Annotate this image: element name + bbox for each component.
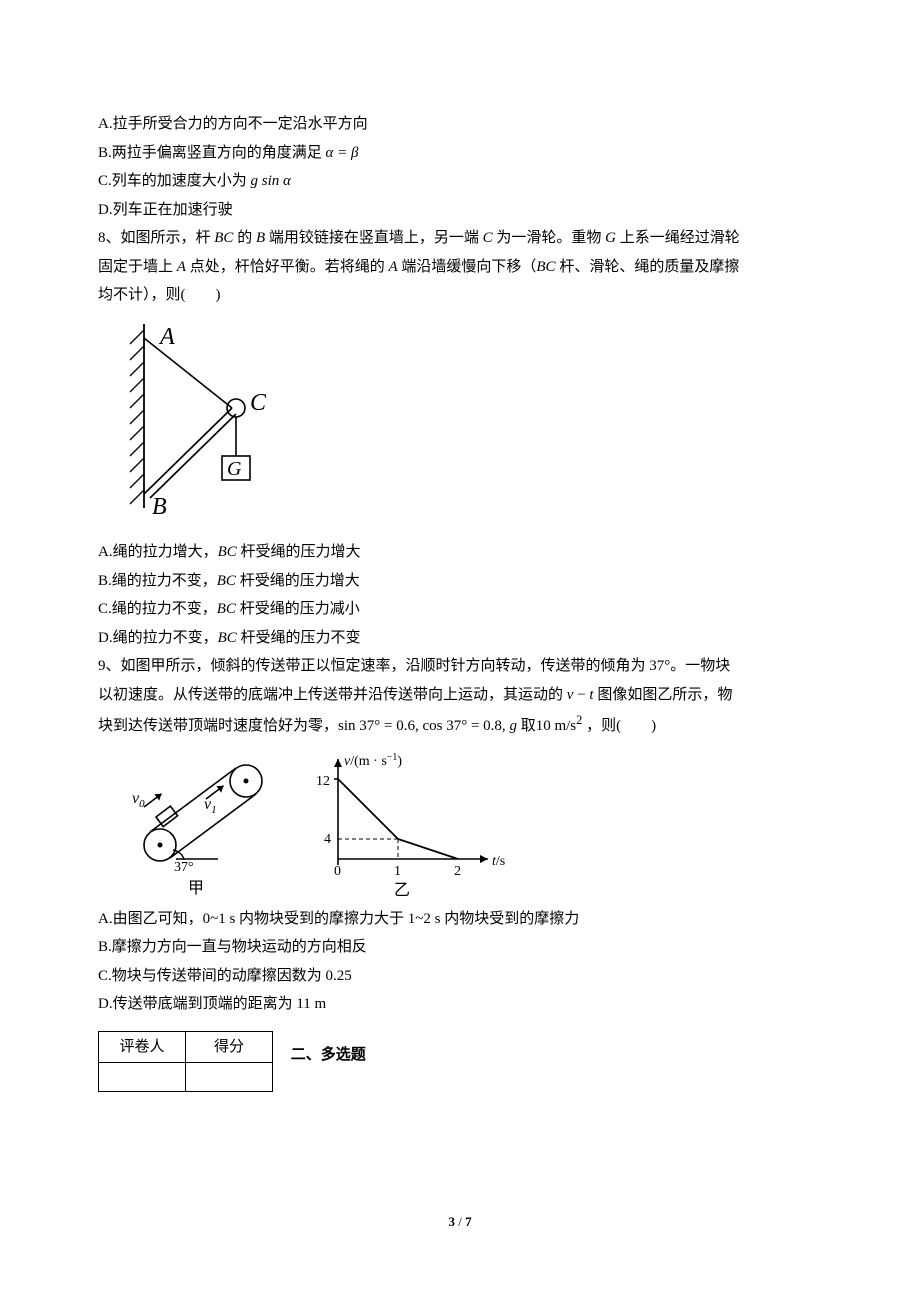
q9-l3-tail: ，则( )	[582, 718, 656, 734]
q8c-a: C.绳的拉力不变，	[98, 601, 217, 617]
q8-label-g: G	[227, 458, 242, 480]
page-total: 7	[465, 1214, 472, 1229]
q7c-math: g sin α	[251, 173, 291, 189]
q9-caption-jia: 甲	[188, 880, 204, 897]
q8-stem-line3: 均不计），则( )	[98, 281, 822, 310]
q7b-prefix: B.两拉手偏离竖直方向的角度满足	[98, 145, 326, 161]
q8-label-c: C	[250, 390, 267, 416]
q8-bc-1: BC	[214, 230, 233, 246]
q8-option-b: B.绳的拉力不变，BC 杆受绳的压力增大	[98, 567, 822, 596]
q8c-b: 杆受绳的压力减小	[236, 601, 360, 617]
q8-l2-b: 点处，杆恰好平衡。若将绳的	[186, 259, 389, 275]
q8a-a: A.绳的拉力增大，	[98, 544, 218, 560]
q9r-x2: 2	[454, 864, 461, 879]
q8-l1-c: 端用铰链接在竖直墙上，另一端	[265, 230, 483, 246]
q8-l2-a: 固定于墙上	[98, 259, 177, 275]
q8b-a: B.绳的拉力不变，	[98, 573, 217, 589]
score-table-cell-1	[99, 1063, 186, 1092]
q9r-x1: 1	[394, 864, 401, 879]
q8-stem-line1: 8、如图所示，杆 BC 的 B 端用铰链接在竖直墙上，另一端 C 为一滑轮。重物…	[98, 224, 822, 253]
q9-stem-line3: 块到达传送带顶端时速度恰好为零，sin 37° = 0.6, cos 37° =…	[98, 709, 822, 741]
score-table: 评卷人 得分	[98, 1031, 273, 1093]
score-table-cell-2	[186, 1063, 273, 1092]
q8b-bc: BC	[217, 573, 236, 589]
q8-bc-2: BC	[536, 259, 555, 275]
q9r-xunit: /s	[496, 854, 505, 869]
q9-v1-sub: 1	[211, 804, 217, 816]
q8-l1-e: 上系一绳经过滑轮	[616, 230, 740, 246]
q8-a: A	[177, 259, 186, 275]
q8-g: G	[605, 230, 616, 246]
q9-option-b: B.摩擦力方向一直与物块运动的方向相反	[98, 933, 822, 962]
q9-diagram-right: v/(m · s−1) t/s 12 4 0 1 2 乙	[298, 749, 528, 899]
score-table-head-2: 得分	[186, 1031, 273, 1063]
q9-l2-b: 图像如图乙所示，物	[594, 687, 733, 703]
q8-label-a: A	[158, 324, 175, 350]
q7-option-c: C.列车的加速度大小为 g sin α	[98, 167, 822, 196]
q8-l1-b: 的	[233, 230, 256, 246]
q8b-b: 杆受绳的压力增大	[236, 573, 360, 589]
q8-l1-a: 8、如图所示，杆	[98, 230, 214, 246]
q9-stem-line2: 以初速度。从传送带的底端冲上传送带并沿传送带向上运动，其运动的 v − t 图像…	[98, 681, 822, 710]
section-2-title: 二、多选题	[291, 1041, 366, 1070]
page-sep: /	[455, 1214, 465, 1229]
q9-l3-math: sin 37° = 0.6, cos 37° = 0.8,	[338, 718, 509, 734]
q8-c: C	[483, 230, 493, 246]
q9r-y4: 4	[324, 832, 331, 847]
q9-option-d: D.传送带底端到顶端的距离为 11 m	[98, 990, 822, 1019]
q9-diagrams: v0 v1 37° 甲 v/(m · s−1)	[118, 749, 822, 899]
q9-diagram-left: v0 v1 37° 甲	[118, 749, 298, 899]
svg-text:t/s: t/s	[492, 854, 505, 869]
page-content: A.拉手所受合力的方向不一定沿水平方向 B.两拉手偏离竖直方向的角度满足 α =…	[98, 110, 822, 1092]
q8-option-c: C.绳的拉力不变，BC 杆受绳的压力减小	[98, 595, 822, 624]
q9-l2-a: 以初速度。从传送带的底端冲上传送带并沿传送带向上运动，其运动的	[98, 687, 567, 703]
q8-option-a: A.绳的拉力增大，BC 杆受绳的压力增大	[98, 538, 822, 567]
q8a-bc: BC	[218, 544, 237, 560]
q9r-yclose: )	[397, 754, 402, 769]
q8-stem-line2: 固定于墙上 A 点处，杆恰好平衡。若将绳的 A 端沿墙缓慢向下移（BC 杆、滑轮…	[98, 253, 822, 282]
section-header-row: 评卷人 得分 二、多选题	[98, 1019, 822, 1093]
q9-l3-g: g	[509, 718, 517, 734]
q9r-x0: 0	[334, 864, 341, 879]
q8-diagram: A B C G	[120, 318, 822, 529]
q8-l1-d: 为一滑轮。重物	[493, 230, 606, 246]
q8d-a: D.绳的拉力不变，	[98, 630, 218, 646]
q7-option-b: B.两拉手偏离竖直方向的角度满足 α = β	[98, 139, 822, 168]
q9r-y12: 12	[316, 774, 330, 789]
q9-l2-dash: −	[573, 687, 589, 703]
q9r-ysup: −1	[387, 752, 398, 763]
q8-l2-c: 端沿墙缓慢向下移（	[398, 259, 537, 275]
q8d-b: 杆受绳的压力不变	[237, 630, 361, 646]
q9-angle-37: 37°	[174, 860, 194, 875]
q8d-bc: BC	[218, 630, 237, 646]
q7-option-a: A.拉手所受合力的方向不一定沿水平方向	[98, 110, 822, 139]
q9-l3-gval: 取10 m/s	[517, 718, 576, 734]
q8-b: B	[256, 230, 265, 246]
q9-option-a: A.由图乙可知，0~1 s 内物块受到的摩擦力大于 1~2 s 内物块受到的摩擦…	[98, 905, 822, 934]
q8-l2-d: 杆、滑轮、绳的质量及摩擦	[556, 259, 740, 275]
q9-l3-a: 块到达传送带顶端时速度恰好为零，	[98, 718, 338, 734]
score-table-head-1: 评卷人	[99, 1031, 186, 1063]
q8-label-b: B	[152, 494, 167, 518]
q8-a2: A	[388, 259, 397, 275]
q8c-bc: BC	[217, 601, 236, 617]
q7b-math: α = β	[326, 145, 359, 161]
page-number: 3 / 7	[0, 1214, 920, 1230]
q9r-yunit: /(m · s	[350, 754, 387, 769]
q9-option-c: C.物块与传送带间的动摩擦因数为 0.25	[98, 962, 822, 991]
q8a-b: 杆受绳的压力增大	[237, 544, 361, 560]
q9-caption-yi: 乙	[394, 882, 410, 899]
svg-text:v1: v1	[204, 796, 217, 816]
q8-option-d: D.绳的拉力不变，BC 杆受绳的压力不变	[98, 624, 822, 653]
svg-text:v/(m · s−1): v/(m · s−1)	[344, 752, 402, 769]
q9-stem-line1: 9、如图甲所示，倾斜的传送带正以恒定速率，沿顺时针方向转动，传送带的倾角为 37…	[98, 652, 822, 681]
q7c-prefix: C.列车的加速度大小为	[98, 173, 251, 189]
q7-option-d: D.列车正在加速行驶	[98, 196, 822, 225]
q9-v0-sub: 0	[139, 798, 145, 810]
svg-text:v0: v0	[132, 790, 145, 810]
